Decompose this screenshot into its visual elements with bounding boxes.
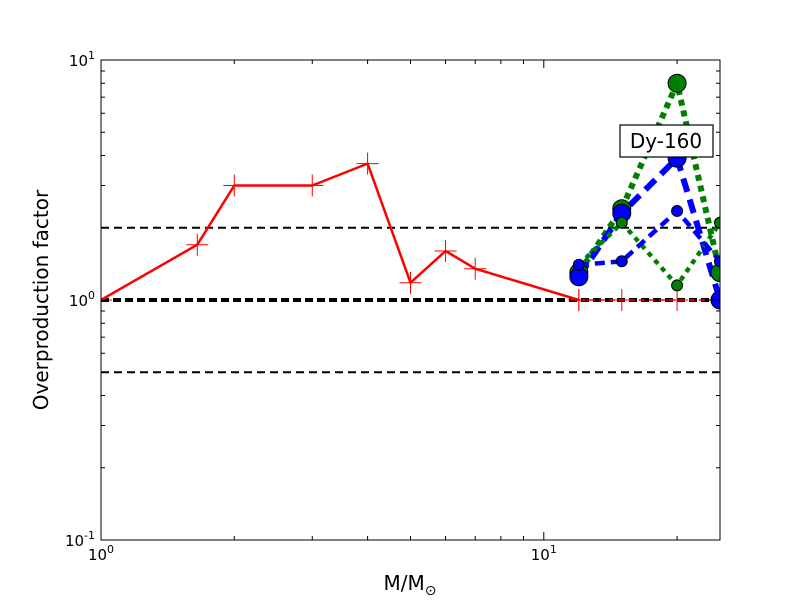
series-1-point-2 bbox=[666, 289, 689, 311]
series-0-point-2 bbox=[223, 174, 246, 197]
series-0-point-4 bbox=[356, 152, 379, 175]
y-tick-label-1: 100 bbox=[69, 289, 95, 310]
x-axis-label-subscript: ⊙ bbox=[425, 583, 437, 599]
series-2-point-2 bbox=[667, 73, 687, 93]
x-tick-label-0: 100 bbox=[88, 543, 114, 564]
marker-layer bbox=[101, 73, 720, 311]
series-1-point-0 bbox=[567, 289, 590, 311]
reference-lines bbox=[101, 226, 720, 374]
series-0-point-3 bbox=[301, 174, 324, 197]
series-0-point-7 bbox=[464, 257, 487, 280]
series-0-point-5 bbox=[399, 271, 422, 294]
y-axis-label: Overproduction factor bbox=[29, 189, 53, 410]
series-5-point-2 bbox=[671, 204, 684, 217]
series-4-point-2 bbox=[671, 279, 684, 292]
y-tick-label-2: 101 bbox=[69, 49, 95, 70]
annotation-label: Dy-160 bbox=[630, 129, 702, 153]
series-4-point-3 bbox=[714, 216, 720, 229]
series-5-point-3 bbox=[714, 255, 720, 268]
series-line-3 bbox=[576, 155, 720, 301]
series-line-5 bbox=[578, 208, 720, 268]
series-0-point-6 bbox=[434, 240, 457, 263]
series-4-point-1 bbox=[615, 216, 628, 229]
series-5-point-1 bbox=[615, 255, 628, 268]
series-2-point-3 bbox=[710, 263, 720, 283]
annotation-box bbox=[619, 124, 714, 158]
series-1-point-1 bbox=[610, 289, 633, 311]
x-axis-label-main: M/M bbox=[384, 571, 425, 595]
y-tick-label-0: 10-1 bbox=[65, 529, 95, 550]
x-axis-label: M/M⊙ bbox=[384, 571, 437, 599]
series-line-4 bbox=[577, 220, 720, 288]
series-0-point-1 bbox=[186, 233, 209, 256]
annotation-layer: Dy-160 bbox=[619, 124, 714, 158]
x-tick-label-1: 101 bbox=[531, 543, 557, 564]
series-5-point-0 bbox=[572, 258, 585, 271]
